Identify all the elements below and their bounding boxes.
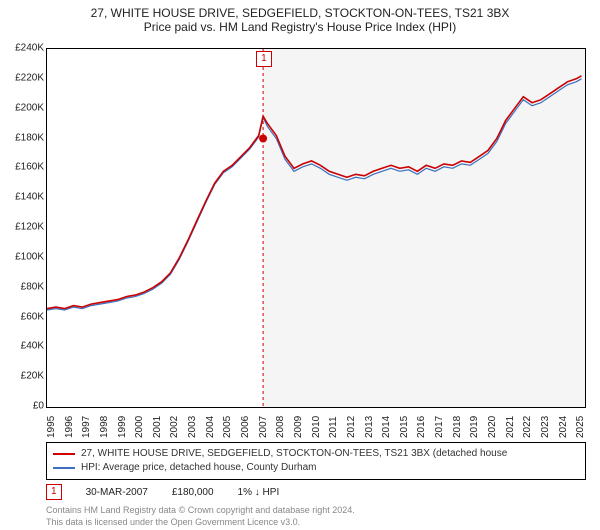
title-block: 27, WHITE HOUSE DRIVE, SEDGEFIELD, STOCK… — [0, 0, 600, 36]
ytick-label: £100K — [4, 251, 44, 262]
xtick-label: 2010 — [311, 416, 322, 438]
ytick-label: £60K — [4, 311, 44, 322]
xtick-label: 2003 — [187, 416, 198, 438]
ytick-label: £140K — [4, 192, 44, 203]
ytick-label: £20K — [4, 371, 44, 382]
ytick-label: £200K — [4, 102, 44, 113]
ytick-label: £160K — [4, 162, 44, 173]
xtick-label: 1998 — [99, 416, 110, 438]
license-line1: Contains HM Land Registry data © Crown c… — [46, 504, 586, 516]
sale-marker-dot — [259, 135, 267, 143]
legend-item-hpi: HPI: Average price, detached house, Coun… — [53, 461, 579, 475]
sale-price: £180,000 — [172, 487, 214, 498]
xtick-label: 2024 — [558, 416, 569, 438]
xtick-label: 2006 — [240, 416, 251, 438]
xtick-label: 2014 — [381, 416, 392, 438]
legend-label-property: 27, WHITE HOUSE DRIVE, SEDGEFIELD, STOCK… — [81, 447, 507, 461]
xtick-label: 2002 — [169, 416, 180, 438]
xtick-label: 2022 — [522, 416, 533, 438]
ytick-label: £0 — [4, 401, 44, 412]
xtick-label: 2017 — [434, 416, 445, 438]
title-subtitle: Price paid vs. HM Land Registry's House … — [10, 20, 590, 34]
xtick-label: 2009 — [293, 416, 304, 438]
xtick-label: 2019 — [469, 416, 480, 438]
xtick-label: 2011 — [328, 416, 339, 438]
xtick-label: 2012 — [346, 416, 357, 438]
title-address: 27, WHITE HOUSE DRIVE, SEDGEFIELD, STOCK… — [10, 6, 590, 20]
xtick-label: 2000 — [134, 416, 145, 438]
plot-svg — [47, 49, 585, 407]
xtick-label: 2021 — [505, 416, 516, 438]
legend-swatch-property — [53, 453, 75, 455]
ytick-label: £120K — [4, 222, 44, 233]
xtick-label: 2008 — [275, 416, 286, 438]
xtick-label: 2004 — [205, 416, 216, 438]
chart-container: 27, WHITE HOUSE DRIVE, SEDGEFIELD, STOCK… — [0, 0, 600, 530]
legend: 27, WHITE HOUSE DRIVE, SEDGEFIELD, STOCK… — [46, 442, 586, 480]
xtick-label: 2015 — [399, 416, 410, 438]
sale-marker-label: 1 — [256, 51, 272, 67]
ytick-label: £220K — [4, 72, 44, 83]
xtick-label: 2020 — [487, 416, 498, 438]
sale-row: 1 30-MAR-2007 £180,000 1% ↓ HPI — [46, 484, 586, 500]
xtick-label: 1996 — [64, 416, 75, 438]
xtick-label: 2007 — [258, 416, 269, 438]
xtick-label: 1999 — [117, 416, 128, 438]
ytick-label: £240K — [4, 43, 44, 54]
ytick-label: £80K — [4, 281, 44, 292]
xtick-label: 2025 — [575, 416, 586, 438]
ytick-label: £180K — [4, 132, 44, 143]
sale-date: 30-MAR-2007 — [86, 487, 148, 498]
license-text: Contains HM Land Registry data © Crown c… — [46, 504, 586, 528]
series-hpi — [47, 79, 582, 310]
xtick-label: 2005 — [222, 416, 233, 438]
plot-area: 1 — [46, 48, 586, 408]
legend-swatch-hpi — [53, 467, 75, 469]
xtick-label: 1995 — [46, 416, 57, 438]
xtick-label: 2013 — [364, 416, 375, 438]
legend-item-property: 27, WHITE HOUSE DRIVE, SEDGEFIELD, STOCK… — [53, 447, 579, 461]
xtick-label: 2001 — [152, 416, 163, 438]
xtick-label: 2016 — [416, 416, 427, 438]
sale-delta: 1% ↓ HPI — [238, 487, 280, 498]
license-line2: This data is licensed under the Open Gov… — [46, 516, 586, 528]
xtick-label: 2018 — [452, 416, 463, 438]
xtick-label: 2023 — [540, 416, 551, 438]
series-property — [47, 76, 582, 309]
ytick-label: £40K — [4, 341, 44, 352]
xtick-label: 1997 — [81, 416, 92, 438]
sale-index-badge: 1 — [46, 484, 62, 500]
legend-label-hpi: HPI: Average price, detached house, Coun… — [81, 461, 317, 475]
